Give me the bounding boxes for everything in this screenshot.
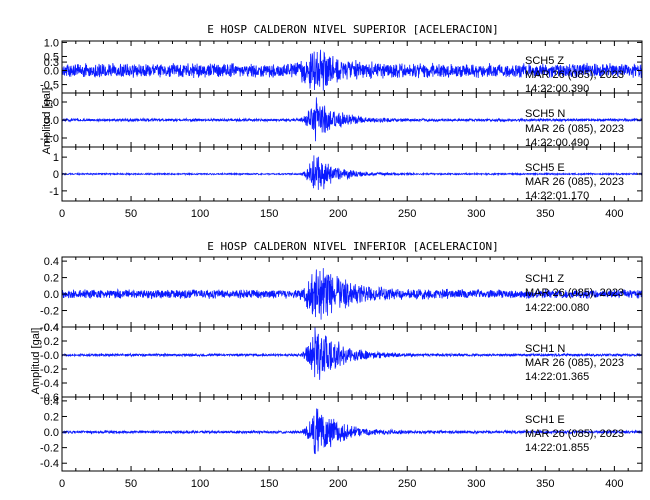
upper-date-n: MAR 26 (085), 2023 <box>525 123 624 135</box>
y-tick-label: -0.4 <box>40 378 59 390</box>
lower-date-n: MAR 26 (085), 2023 <box>525 357 624 369</box>
y-tick-label: 0.0 <box>44 115 59 127</box>
lower-time-z: 14:22:00.080 <box>525 302 589 314</box>
x-tick-label: 0 <box>59 208 65 220</box>
x-tick-label: 250 <box>398 208 416 220</box>
y-tick-label: 0.0 <box>44 427 59 439</box>
lower-date-e: MAR 26 (085), 2023 <box>525 428 624 440</box>
x-tick-label: 300 <box>467 208 485 220</box>
upper-time-n: 14:22:00.490 <box>525 137 589 149</box>
upper-time-z: 14:22:00.390 <box>525 83 589 95</box>
lower-panel-e: 0.4 0.2 0.0 -0.2 -0.4 <box>40 396 643 472</box>
x-tick-label: 150 <box>260 478 278 490</box>
x-tick-label: 200 <box>329 208 347 220</box>
lower-figure: E HOSP CALDERON NIVEL INFERIOR [ACELERAC… <box>30 240 643 490</box>
lower-date-z: MAR 26 (085), 2023 <box>525 287 624 299</box>
x-tick-label: 100 <box>191 208 209 220</box>
y-tick-label: -0.5 <box>40 80 59 92</box>
y-tick-label: 0.4 <box>44 396 59 408</box>
y-tick-label: 1.0 <box>44 37 59 49</box>
y-tick-label: -0.0 <box>40 350 59 362</box>
y-tick-label: -0.2 <box>40 306 59 318</box>
lower-title: E HOSP CALDERON NIVEL INFERIOR [ACELERAC… <box>207 240 498 253</box>
upper-date-z: MAR 26 (085), 2023 <box>525 69 624 81</box>
y-tick-label: -0.6 <box>40 392 59 404</box>
y-tick-label: -0.4 <box>40 322 59 334</box>
y-tick-label: 0.5 <box>44 51 59 63</box>
x-tick-label: 0 <box>59 478 65 490</box>
y-tick-label: 0 <box>53 169 59 181</box>
upper-figure: E HOSP CALDERON NIVEL SUPERIOR [ACELERAC… <box>40 23 643 220</box>
y-tick-label: 0.2 <box>44 336 59 348</box>
waveform-trace <box>61 155 643 190</box>
y-tick-label: -1.0 <box>40 133 59 145</box>
upper-panel-n: 1.0 0.0 -1.0 <box>40 92 643 148</box>
y-tick-label: 0.2 <box>44 411 59 423</box>
upper-ylabel: Amplitud [gal] <box>41 88 53 155</box>
y-tick-label: 0.2 <box>44 273 59 285</box>
lower-time-e: 14:22:01.855 <box>525 442 589 454</box>
lower-time-n: 14:22:01.365 <box>525 371 589 383</box>
x-tick-label: 100 <box>191 478 209 490</box>
y-tick-label: 1 <box>53 152 59 164</box>
y-tick-label: -0.2 <box>40 443 59 455</box>
y-tick-label: -1 <box>49 186 59 198</box>
waveform-trace <box>61 327 643 380</box>
x-tick-label: 300 <box>467 478 485 490</box>
lower-channel-e: SCH1 E <box>525 414 565 426</box>
y-tick-label: 0.4 <box>44 256 59 268</box>
waveform-trace <box>61 408 643 455</box>
y-tick-label: 0.0 <box>44 66 59 78</box>
y-tick-label: 0.4 <box>44 322 59 334</box>
upper-panel-e: 1 0 -1 <box>49 146 643 202</box>
upper-channel-e: SCH5 E <box>525 162 565 174</box>
upper-panel-z: 1.0 0.50.30.0 -0.5 <box>40 37 643 94</box>
upper-x-axis: 0 50 100 150 200 250 300 350 400 <box>59 208 624 220</box>
x-tick-label: 200 <box>329 478 347 490</box>
x-tick-label: 350 <box>536 478 554 490</box>
x-tick-label: 150 <box>260 208 278 220</box>
x-tick-label: 350 <box>536 208 554 220</box>
waveform-trace <box>61 97 643 142</box>
x-tick-label: 50 <box>125 208 137 220</box>
upper-time-e: 14:22:01.170 <box>525 190 589 202</box>
y-tick-label: -0.4 <box>40 458 59 470</box>
x-tick-label: 50 <box>125 478 137 490</box>
y-tick-label: 0.3 <box>44 57 59 69</box>
upper-channel-n: SCH5 N <box>525 108 565 120</box>
y-tick-label: 0.0 <box>44 289 59 301</box>
y-tick-label: -0.2 <box>40 364 59 376</box>
x-tick-label: 400 <box>605 478 623 490</box>
x-tick-label: 400 <box>605 208 623 220</box>
lower-ylabel: Amplitud [gal] <box>30 328 42 395</box>
lower-channel-z: SCH1 Z <box>525 273 564 285</box>
waveform-trace <box>61 268 643 320</box>
upper-date-e: MAR 26 (085), 2023 <box>525 176 624 188</box>
lower-x-axis: 0 50 100 150 200 250 300 350 400 <box>59 478 624 490</box>
upper-channel-z: SCH5 Z <box>525 55 564 67</box>
y-tick-label: 1.0 <box>44 97 59 109</box>
lower-channel-n: SCH1 N <box>525 343 565 355</box>
waveform-trace <box>61 49 643 91</box>
upper-title: E HOSP CALDERON NIVEL SUPERIOR [ACELERAC… <box>207 23 498 36</box>
x-tick-label: 250 <box>398 478 416 490</box>
